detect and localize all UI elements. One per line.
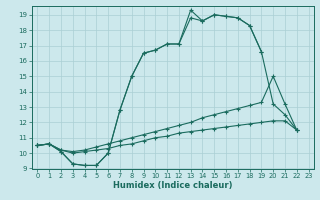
- X-axis label: Humidex (Indice chaleur): Humidex (Indice chaleur): [113, 181, 233, 190]
